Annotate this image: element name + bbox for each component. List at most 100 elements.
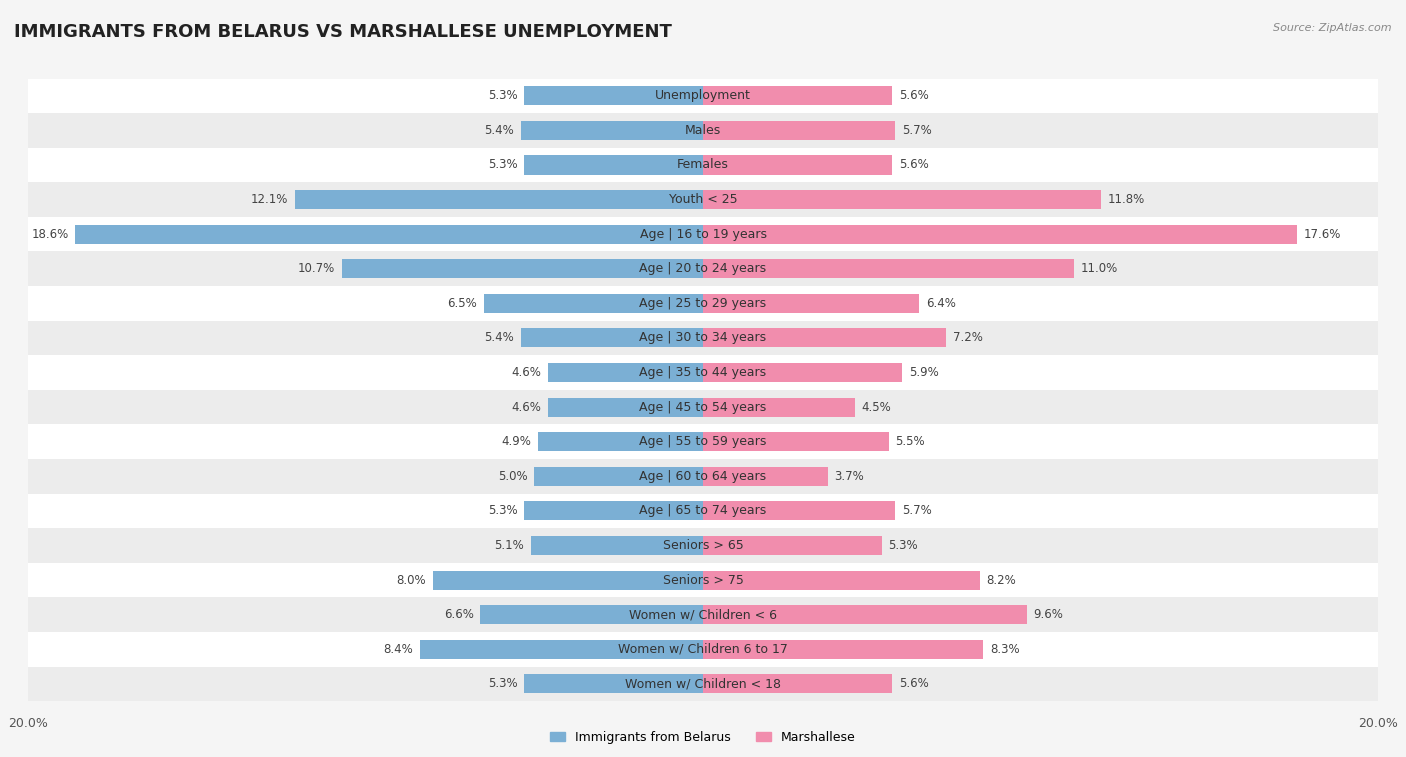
Bar (524, 86, 703, 105)
Text: 7.2%: 7.2% (953, 332, 983, 344)
Bar (703, 674, 891, 693)
Text: 5.4%: 5.4% (484, 124, 515, 137)
Text: 5.7%: 5.7% (903, 124, 932, 137)
Bar (520, 329, 703, 347)
Text: 17.6%: 17.6% (1303, 228, 1341, 241)
Bar (484, 294, 703, 313)
Text: 11.0%: 11.0% (1081, 262, 1118, 276)
Bar (28, 79, 1378, 113)
Bar (28, 632, 1378, 667)
Bar (28, 667, 1378, 701)
Text: Age | 35 to 44 years: Age | 35 to 44 years (640, 366, 766, 379)
Bar (703, 190, 1101, 209)
Text: Age | 60 to 64 years: Age | 60 to 64 years (640, 470, 766, 483)
Text: Age | 20 to 24 years: Age | 20 to 24 years (640, 262, 766, 276)
Bar (28, 562, 1378, 597)
Text: 5.6%: 5.6% (898, 678, 928, 690)
Text: 8.3%: 8.3% (990, 643, 1019, 656)
Text: 6.6%: 6.6% (444, 608, 474, 621)
Bar (28, 113, 1378, 148)
Text: Age | 45 to 54 years: Age | 45 to 54 years (640, 400, 766, 413)
Bar (28, 182, 1378, 217)
Text: 5.0%: 5.0% (498, 470, 527, 483)
Bar (703, 363, 903, 382)
Bar (703, 121, 896, 140)
Text: Women w/ Children < 18: Women w/ Children < 18 (626, 678, 780, 690)
Bar (548, 363, 703, 382)
Bar (28, 251, 1378, 286)
Text: Seniors > 65: Seniors > 65 (662, 539, 744, 552)
Text: 4.5%: 4.5% (862, 400, 891, 413)
Bar (419, 640, 703, 659)
Bar (548, 397, 703, 416)
Text: 4.9%: 4.9% (501, 435, 531, 448)
Bar (703, 225, 1296, 244)
Bar (28, 148, 1378, 182)
Text: 5.3%: 5.3% (488, 158, 517, 172)
Text: 8.0%: 8.0% (396, 574, 426, 587)
Text: 4.6%: 4.6% (512, 400, 541, 413)
Bar (28, 355, 1378, 390)
Bar (28, 459, 1378, 494)
Bar (703, 86, 891, 105)
Text: Age | 16 to 19 years: Age | 16 to 19 years (640, 228, 766, 241)
Bar (703, 640, 983, 659)
Text: Women w/ Children 6 to 17: Women w/ Children 6 to 17 (619, 643, 787, 656)
Text: 8.4%: 8.4% (382, 643, 413, 656)
Text: 5.4%: 5.4% (484, 332, 515, 344)
Text: 10.7%: 10.7% (298, 262, 335, 276)
Text: Unemployment: Unemployment (655, 89, 751, 102)
Bar (28, 528, 1378, 562)
Bar (481, 605, 703, 625)
Bar (28, 321, 1378, 355)
Bar (703, 329, 946, 347)
Text: Source: ZipAtlas.com: Source: ZipAtlas.com (1274, 23, 1392, 33)
Text: 5.3%: 5.3% (488, 678, 517, 690)
Bar (342, 259, 703, 279)
Text: Age | 25 to 29 years: Age | 25 to 29 years (640, 297, 766, 310)
Bar (703, 605, 1026, 625)
Bar (703, 294, 920, 313)
Bar (524, 155, 703, 175)
Bar (537, 432, 703, 451)
Text: 5.7%: 5.7% (903, 504, 932, 518)
Text: Seniors > 75: Seniors > 75 (662, 574, 744, 587)
Bar (520, 121, 703, 140)
Text: 4.6%: 4.6% (512, 366, 541, 379)
Text: Age | 65 to 74 years: Age | 65 to 74 years (640, 504, 766, 518)
Bar (28, 597, 1378, 632)
Legend: Immigrants from Belarus, Marshallese: Immigrants from Belarus, Marshallese (550, 731, 856, 744)
Text: 5.6%: 5.6% (898, 158, 928, 172)
Text: Age | 55 to 59 years: Age | 55 to 59 years (640, 435, 766, 448)
Text: Females: Females (678, 158, 728, 172)
Bar (28, 286, 1378, 321)
Text: IMMIGRANTS FROM BELARUS VS MARSHALLESE UNEMPLOYMENT: IMMIGRANTS FROM BELARUS VS MARSHALLESE U… (14, 23, 672, 41)
Bar (703, 432, 889, 451)
Text: 12.1%: 12.1% (250, 193, 288, 206)
Text: 5.1%: 5.1% (495, 539, 524, 552)
Text: 11.8%: 11.8% (1108, 193, 1144, 206)
Bar (703, 536, 882, 555)
Bar (703, 397, 855, 416)
Bar (76, 225, 703, 244)
Bar (28, 494, 1378, 528)
Text: 5.3%: 5.3% (488, 89, 517, 102)
Text: Males: Males (685, 124, 721, 137)
Bar (703, 259, 1074, 279)
Bar (703, 501, 896, 521)
Text: 18.6%: 18.6% (31, 228, 69, 241)
Bar (703, 467, 828, 486)
Text: 5.3%: 5.3% (488, 504, 517, 518)
Bar (703, 155, 891, 175)
Text: 5.3%: 5.3% (889, 539, 918, 552)
Bar (524, 674, 703, 693)
Text: 5.6%: 5.6% (898, 89, 928, 102)
Text: 3.7%: 3.7% (835, 470, 865, 483)
Text: 6.4%: 6.4% (925, 297, 956, 310)
Bar (28, 390, 1378, 425)
Bar (524, 501, 703, 521)
Text: Age | 30 to 34 years: Age | 30 to 34 years (640, 332, 766, 344)
Bar (433, 571, 703, 590)
Bar (28, 425, 1378, 459)
Text: Women w/ Children < 6: Women w/ Children < 6 (628, 608, 778, 621)
